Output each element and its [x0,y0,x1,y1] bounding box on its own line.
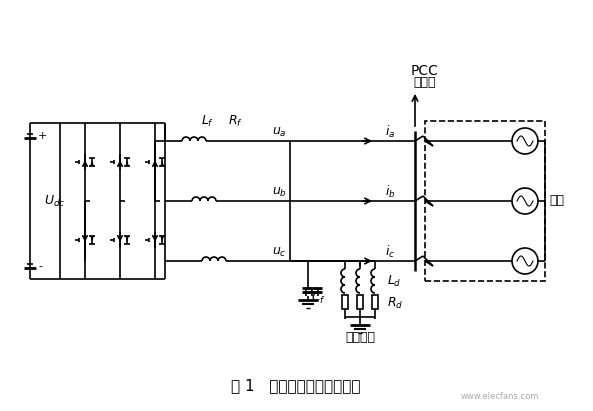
Text: $L_f$: $L_f$ [202,113,215,129]
Text: 电网: 电网 [550,194,565,208]
Bar [372,295,378,309]
Circle shape [512,248,538,274]
Text: $L_d$: $L_d$ [387,273,401,289]
Circle shape [512,128,538,154]
Circle shape [512,188,538,214]
Bar [342,295,348,309]
Text: www.elecfans.com: www.elecfans.com [461,392,539,401]
Text: $R_f$: $R_f$ [228,113,243,129]
Text: 断路器: 断路器 [414,76,436,90]
Text: -: - [38,261,42,271]
Text: $U_{dc}$: $U_{dc}$ [44,194,65,208]
Text: PCC: PCC [411,64,439,78]
Bar [425,121,545,281]
Bar [357,295,363,309]
Text: $u_c$: $u_c$ [272,245,286,259]
Text: 图 1   并网逆变器结构示意图: 图 1 并网逆变器结构示意图 [231,378,361,393]
Text: $i_a$: $i_a$ [385,124,395,140]
Text: $i_c$: $i_c$ [385,244,395,260]
Text: 本地负荷: 本地负荷 [345,330,375,344]
Text: $i_b$: $i_b$ [385,184,396,200]
Text: +: + [38,131,47,141]
Text: $R_d$: $R_d$ [387,296,403,311]
Text: $u_b$: $u_b$ [272,185,287,199]
Text: $u_a$: $u_a$ [272,125,286,139]
Text: $C_f$: $C_f$ [311,291,326,305]
